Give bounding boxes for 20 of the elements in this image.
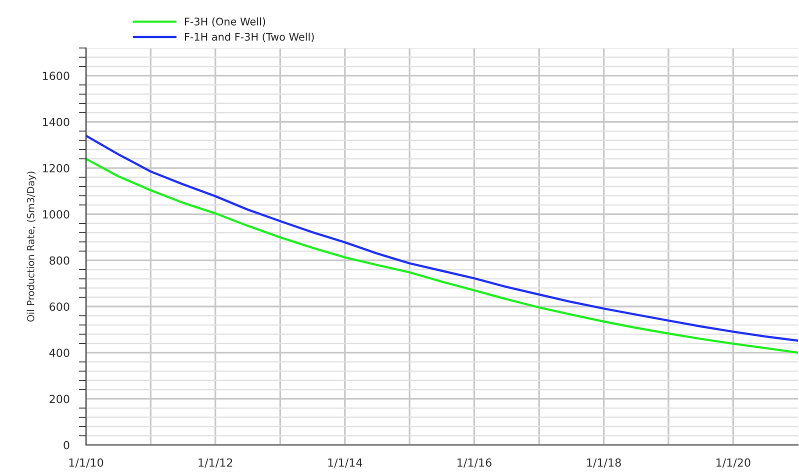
x-tick-label: 1/1/12 [198,458,232,468]
y-tick-label: 1200 [42,164,70,172]
y-tick-label: 1000 [42,210,70,219]
y-tick-label: 400 [49,348,70,358]
legend-label: F-3H (One Well) [184,17,266,27]
y-tick-label: 800 [50,256,70,265]
y-axis-title: Oil Production Rate, (Sm3/Day) [26,172,36,322]
y-tick-label: 1400 [42,118,70,126]
y-tick-label: 200 [50,394,70,404]
y-tick-label: 0 [64,440,70,450]
x-tick-label: 1/1/18 [587,458,621,468]
y-tick-label: 1600 [42,72,70,80]
x-tick-label: 1/1/20 [716,458,750,468]
x-tick-label: 1/1/10 [69,458,104,468]
x-tick-label: 1/1/16 [458,458,492,468]
y-tick-label: 600 [50,302,70,311]
x-tick-label: 1/1/14 [328,458,362,468]
line-series [86,134,798,342]
line-series [86,158,798,354]
legend-label: F-1H and F-3H (Two Well) [184,32,314,42]
